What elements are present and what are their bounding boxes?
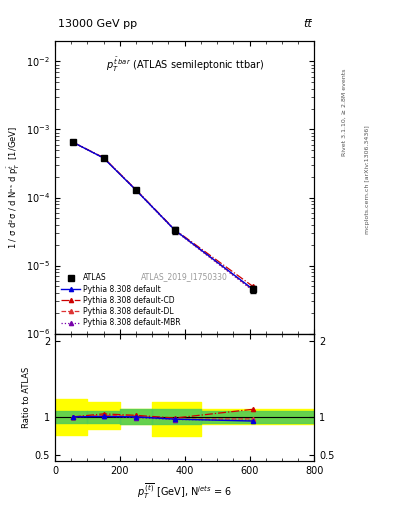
Y-axis label: 1 / σ d²σ / d Nᵒˢ d p$_T^{\bar{t}}$  [1/GeV]: 1 / σ d²σ / d Nᵒˢ d p$_T^{\bar{t}}$ [1/G… <box>6 126 22 249</box>
Text: mcplots.cern.ch [arXiv:1306.3436]: mcplots.cern.ch [arXiv:1306.3436] <box>365 125 371 233</box>
Text: tt̅: tt̅ <box>303 19 312 29</box>
X-axis label: $p^{\,\overline{(t)}}_T$ [GeV], N$^{jets}$ = 6: $p^{\,\overline{(t)}}_T$ [GeV], N$^{jets… <box>137 481 232 501</box>
Text: ATLAS_2019_I1750330: ATLAS_2019_I1750330 <box>141 272 228 281</box>
Text: 13000 GeV pp: 13000 GeV pp <box>58 19 137 29</box>
Legend: ATLAS, Pythia 8.308 default, Pythia 8.308 default-CD, Pythia 8.308 default-DL, P: ATLAS, Pythia 8.308 default, Pythia 8.30… <box>59 271 183 330</box>
Text: Rivet 3.1.10, ≥ 2.8M events: Rivet 3.1.10, ≥ 2.8M events <box>342 69 347 156</box>
Y-axis label: Ratio to ATLAS: Ratio to ATLAS <box>22 367 31 428</box>
Text: $p_T^{\,\bar{t}\,bar}$ (ATLAS semileptonic ttbar): $p_T^{\,\bar{t}\,bar}$ (ATLAS semilepton… <box>106 56 264 74</box>
